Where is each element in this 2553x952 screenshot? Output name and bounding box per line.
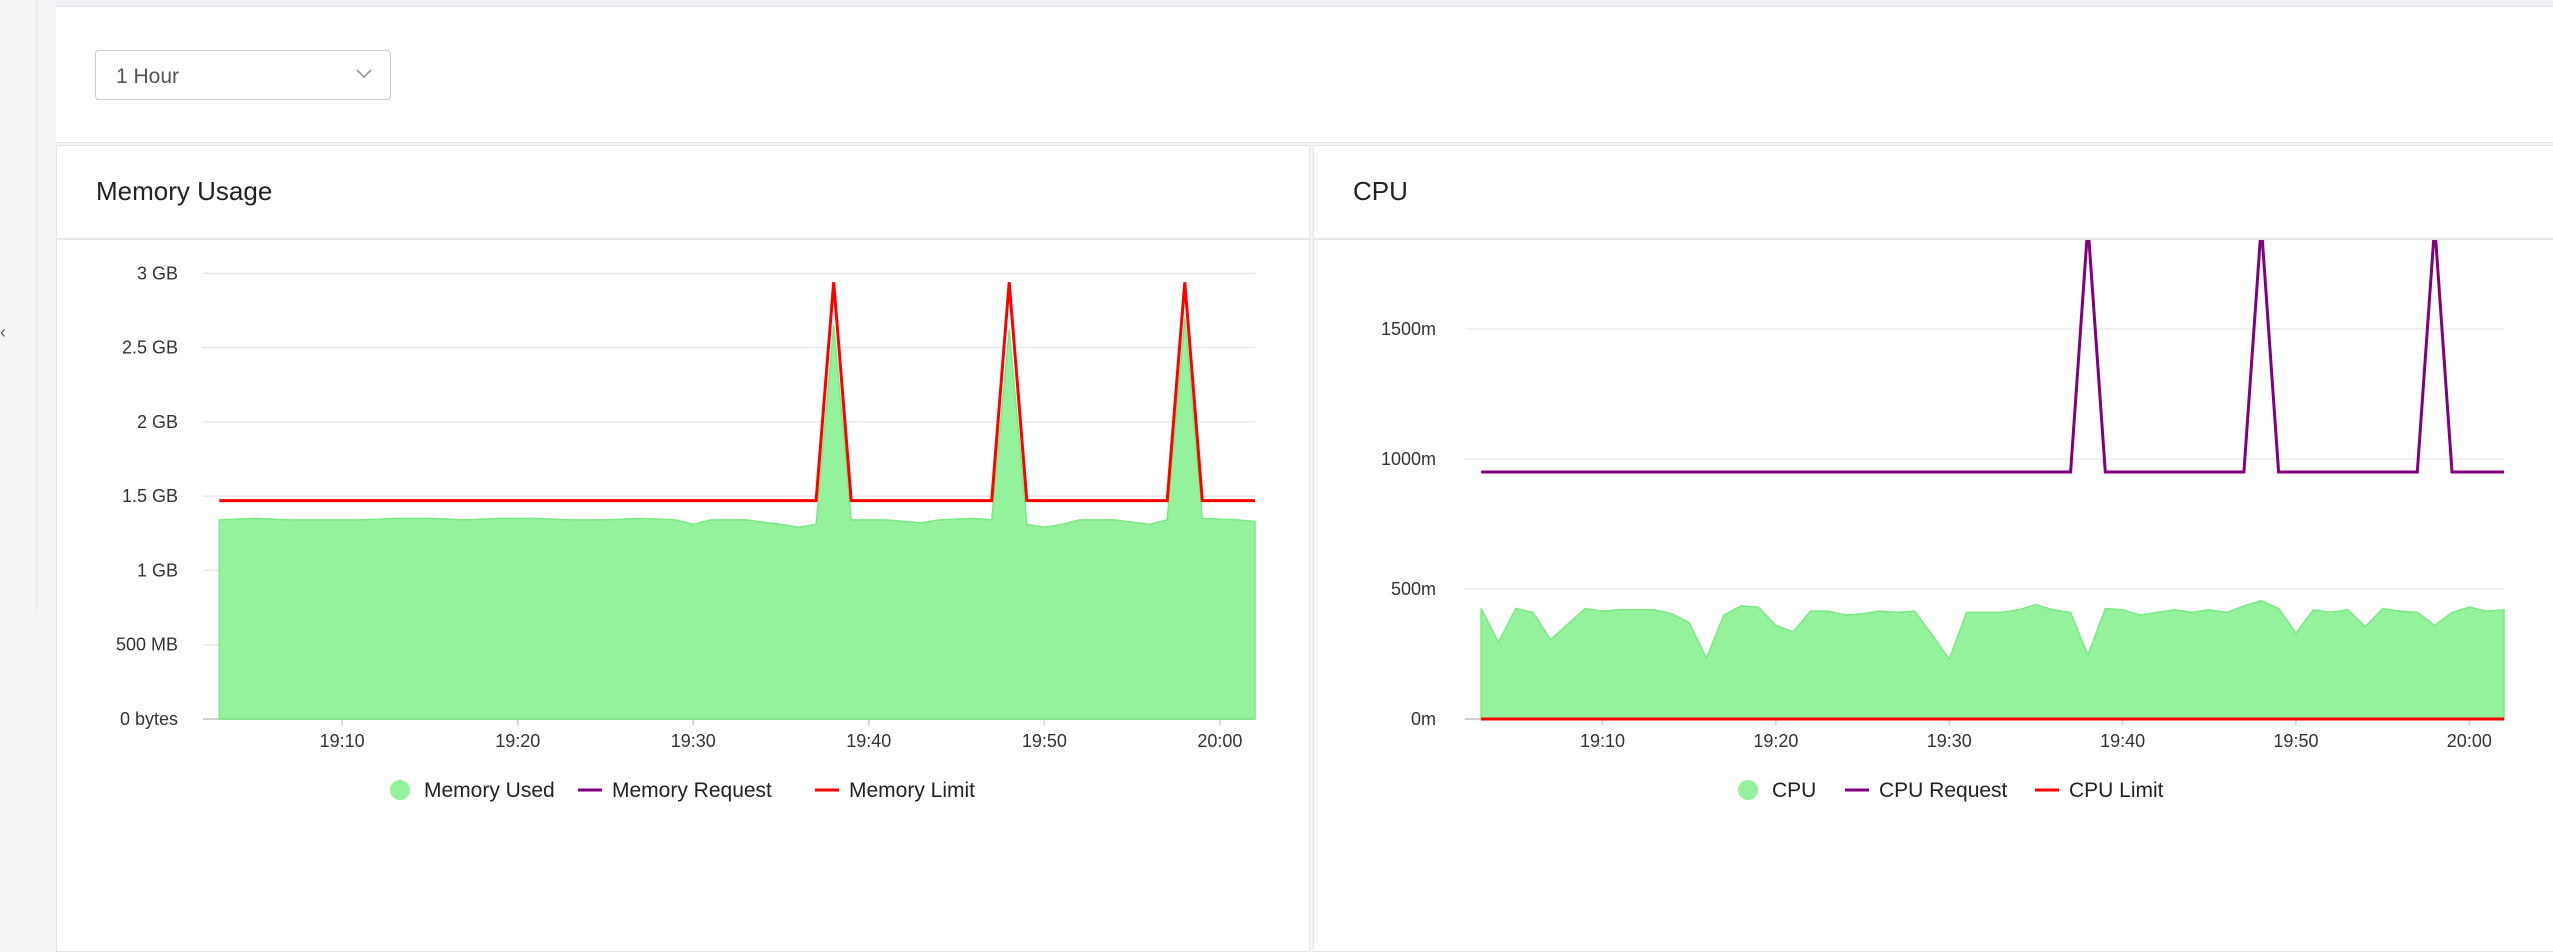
cpu-series-cpu-request	[1481, 240, 2504, 474]
legend-label: Memory Request	[612, 779, 772, 802]
memory-x-tick-label: 20:00	[1197, 731, 1242, 751]
memory-usage-panel: Memory Usage 0 bytes 500 MB 1 GB 1.5 GB 2 GB…	[56, 145, 1310, 952]
cpu-y-tick-label: 0m	[1411, 709, 1436, 729]
cpu-x-tick-label: 20:00	[2447, 731, 2492, 751]
memory-y-tick-label: 500 MB	[116, 635, 178, 655]
memory-series-memory-limit	[219, 282, 1255, 503]
left-rail: ‹	[0, 0, 37, 952]
memory-y-tick-label: 2.5 GB	[122, 338, 178, 358]
cpu-x-tick-label: 19:30	[1927, 731, 1972, 751]
legend-swatch-icon	[390, 780, 410, 800]
rail-divider	[36, 0, 37, 610]
cpu-x-tick-label: 19:20	[1753, 731, 1798, 751]
collapse-caret-icon[interactable]: ‹	[0, 322, 6, 342]
memory-y-tick-label: 1.5 GB	[122, 486, 178, 506]
memory-y-tick-label: 0 bytes	[120, 709, 178, 729]
legend-label: CPU Limit	[2069, 779, 2164, 802]
cpu-y-tick-label: 500m	[1391, 579, 1436, 599]
filter-bar: 1 Hour	[56, 7, 2553, 143]
cpu-panel-title: CPU	[1353, 176, 1408, 206]
legend-label: Memory Limit	[849, 779, 975, 802]
cpu-panel: CPU 0m500m1000m1500m2000m19:1019:2019:30…	[1313, 145, 2553, 952]
cpu-panel-header: CPU	[1314, 146, 2553, 240]
cpu-chart: 0m500m1000m1500m2000m19:1019:2019:3019:4…	[1381, 240, 2505, 802]
memory-y-tick-label: 1 GB	[137, 560, 178, 580]
memory-legend-item-memory-used[interactable]: Memory Used	[390, 779, 555, 802]
cpu-legend-item-cpu-limit[interactable]: CPU Limit	[2035, 779, 2164, 802]
legend-swatch-icon	[1738, 780, 1758, 800]
chevron-down-icon	[356, 69, 372, 79]
top-tab-strip	[56, 0, 2553, 7]
memory-x-tick-label: 19:30	[671, 731, 716, 751]
memory-x-tick-label: 19:40	[846, 731, 891, 751]
cpu-y-tick-label: 1500m	[1381, 319, 1436, 339]
memory-legend-item-memory-request[interactable]: Memory Request	[578, 779, 772, 802]
memory-series-memory-used	[218, 317, 1256, 720]
cpu-legend-item-cpu[interactable]: CPU	[1738, 779, 1816, 802]
memory-panel-title: Memory Usage	[96, 176, 273, 206]
time-range-value: 1 Hour	[116, 65, 180, 88]
cpu-x-tick-label: 19:40	[2100, 731, 2145, 751]
memory-x-tick-label: 19:10	[320, 731, 365, 751]
time-range-select[interactable]: 1 Hour	[95, 50, 391, 100]
cpu-y-tick-label: 1000m	[1381, 449, 1436, 469]
cpu-x-tick-label: 19:10	[1580, 731, 1625, 751]
legend-label: Memory Used	[424, 779, 555, 802]
memory-panel-header: Memory Usage	[57, 146, 1309, 240]
memory-y-tick-label: 3 GB	[137, 263, 178, 283]
legend-label: CPU Request	[1879, 779, 2008, 802]
memory-y-tick-label: 2 GB	[137, 412, 178, 432]
legend-label: CPU	[1772, 779, 1816, 802]
memory-legend-item-memory-limit[interactable]: Memory Limit	[815, 779, 975, 802]
cpu-x-tick-label: 19:50	[2273, 731, 2318, 751]
cpu-legend-item-cpu-request[interactable]: CPU Request	[1845, 779, 2008, 802]
memory-x-tick-label: 19:20	[495, 731, 540, 751]
cpu-series-cpu	[1480, 599, 2505, 720]
memory-x-tick-label: 19:50	[1022, 731, 1067, 751]
